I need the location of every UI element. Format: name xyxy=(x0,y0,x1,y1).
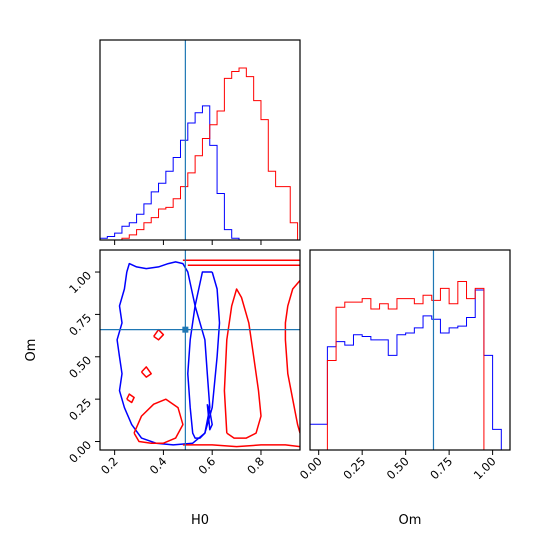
joint-contour-area xyxy=(100,250,300,450)
contour-red xyxy=(133,398,184,444)
contour-blue xyxy=(206,403,213,431)
joint-y-tick-label: 0.25 xyxy=(66,395,94,423)
h0-hist-series-red xyxy=(100,67,299,240)
xlabel-om: Om xyxy=(399,513,422,528)
h0-hist-series-blue xyxy=(100,105,298,240)
h0-hist-area xyxy=(100,40,299,240)
h0-marginal-panel xyxy=(99,39,301,245)
joint-x-tick-label: 0.4 xyxy=(147,454,170,477)
joint-x-tick-label: 0.8 xyxy=(244,454,267,477)
xlabel-h0: H0 xyxy=(191,513,209,528)
om-hist-series-blue xyxy=(310,289,510,450)
joint-y-tick-label: 1.00 xyxy=(66,268,94,296)
contour-red xyxy=(182,444,300,448)
contour-red xyxy=(140,366,152,378)
joint-y-tick-label: 0.00 xyxy=(66,438,94,466)
joint-y-tick-label: 0.75 xyxy=(66,311,94,339)
contour-red xyxy=(126,393,135,404)
ylabel-om: Om xyxy=(24,339,39,362)
contour-blue xyxy=(187,271,221,439)
joint-x-tick-label: 0.6 xyxy=(195,454,218,477)
om-x-tick-label: 1.00 xyxy=(471,454,499,482)
om-hist-area xyxy=(310,250,510,450)
om-marginal-frame xyxy=(309,249,511,451)
om-x-tick-label: 0.00 xyxy=(297,454,325,482)
joint-y-tick-label: 0.50 xyxy=(66,353,94,381)
om-x-tick-label: 0.25 xyxy=(340,454,368,482)
truth-marker xyxy=(182,326,189,333)
contour-red xyxy=(223,288,262,439)
contour-red xyxy=(153,328,165,341)
om-hist-series-red xyxy=(310,280,510,450)
h0-om-joint-panel: 0.2 0.4 0.6 0.8 0.00 0.25 0.50 0.75 1.00 xyxy=(66,249,301,477)
contour-blue xyxy=(116,261,211,446)
h0-marginal-frame xyxy=(99,39,301,241)
om-marginal-panel: 0.00 0.25 0.50 0.75 1.00 xyxy=(297,249,511,482)
om-x-tick-label: 0.75 xyxy=(427,454,455,482)
contour-red xyxy=(284,280,300,434)
om-x-tick-label: 0.50 xyxy=(384,454,412,482)
joint-frame xyxy=(99,249,301,451)
joint-x-tick-label: 0.2 xyxy=(98,454,121,477)
